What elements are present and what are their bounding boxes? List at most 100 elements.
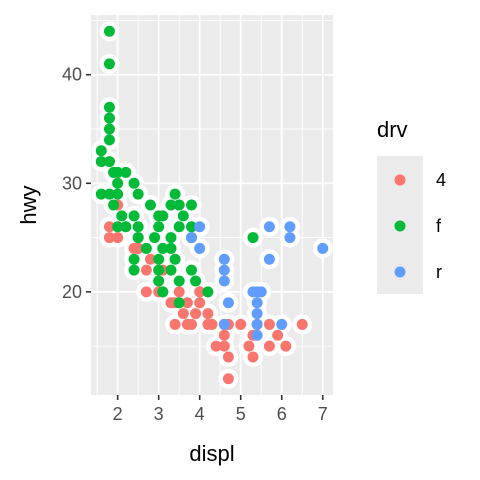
data-point-f (165, 232, 177, 244)
data-point-f (144, 199, 156, 211)
data-point-4 (128, 242, 140, 254)
data-point-r (263, 221, 275, 233)
data-point-r (222, 297, 234, 309)
data-point-r (251, 297, 263, 309)
data-point-f (153, 275, 165, 287)
data-point-f (103, 112, 115, 124)
data-point-4 (263, 340, 275, 352)
data-point-4 (194, 286, 206, 298)
data-point-4 (177, 308, 189, 320)
data-point-f (112, 166, 124, 178)
legend-key-f (394, 220, 406, 232)
data-point-f (103, 134, 115, 146)
data-point-4 (202, 308, 214, 320)
data-point-4 (103, 232, 115, 244)
data-point-f (157, 286, 169, 298)
data-point-r (255, 286, 267, 298)
data-point-f (153, 264, 165, 276)
data-point-f (153, 221, 165, 233)
data-point-r (251, 329, 263, 341)
legend-key-r (394, 266, 406, 278)
data-point-f (95, 156, 107, 168)
data-point-f (173, 275, 185, 287)
data-point-4 (296, 318, 308, 330)
x-tick-label: 6 (277, 404, 287, 424)
data-point-r (284, 232, 296, 244)
data-point-f (103, 101, 115, 113)
data-point-r (218, 318, 230, 330)
data-point-f (185, 264, 197, 276)
data-point-f (173, 221, 185, 233)
data-point-f (128, 177, 140, 189)
data-point-f (169, 188, 181, 200)
data-point-f (140, 242, 152, 254)
x-tick-label: 2 (113, 404, 123, 424)
legend: drv 4 f r (377, 117, 446, 294)
data-point-f (108, 199, 120, 211)
data-point-f (103, 58, 115, 70)
data-point-f (173, 199, 185, 211)
data-point-f (128, 253, 140, 265)
data-point-4 (103, 221, 115, 233)
y-tick-label: 30 (62, 173, 82, 193)
data-point-f (132, 221, 144, 233)
data-point-4 (243, 340, 255, 352)
data-point-4 (185, 318, 197, 330)
data-point-f (128, 210, 140, 222)
data-point-f (112, 221, 124, 233)
data-point-4 (280, 340, 292, 352)
data-point-f (116, 210, 128, 222)
data-point-f (157, 210, 169, 222)
data-point-4 (144, 253, 156, 265)
x-tick-label: 4 (195, 404, 205, 424)
data-point-4 (272, 329, 284, 341)
data-point-f (103, 188, 115, 200)
data-point-r (251, 308, 263, 320)
data-point-r (251, 318, 263, 330)
data-point-f (112, 188, 124, 200)
data-point-r (218, 275, 230, 287)
data-point-f (95, 145, 107, 157)
data-point-r (284, 221, 296, 233)
data-point-f (185, 199, 197, 211)
data-point-r (317, 242, 329, 254)
data-point-f (120, 221, 132, 233)
data-point-4 (210, 340, 222, 352)
data-point-4 (206, 318, 218, 330)
data-point-r (263, 253, 275, 265)
data-point-f (103, 123, 115, 135)
data-points (95, 25, 329, 385)
data-point-f (165, 264, 177, 276)
data-point-4 (190, 308, 202, 320)
data-point-4 (112, 232, 124, 244)
axes: 2 3 4 5 6 7 20 30 40 (62, 65, 328, 424)
data-point-f (103, 25, 115, 37)
data-point-f (103, 156, 115, 168)
data-point-r (218, 264, 230, 276)
data-point-4 (218, 340, 230, 352)
data-point-r (247, 286, 259, 298)
data-point-4 (140, 286, 152, 298)
data-point-f (157, 242, 169, 254)
data-point-r (218, 253, 230, 265)
x-axis-title: displ (189, 441, 234, 466)
y-axis-title: hwy (16, 185, 41, 224)
data-point-r (194, 221, 206, 233)
data-point-f (177, 210, 189, 222)
data-point-4 (194, 297, 206, 309)
data-point-r (194, 242, 206, 254)
data-point-r (276, 318, 288, 330)
data-point-4 (173, 286, 185, 298)
data-point-4 (247, 351, 259, 363)
legend-label-r: r (436, 262, 442, 282)
data-point-f (165, 199, 177, 211)
data-point-4 (235, 318, 247, 330)
data-point-4 (222, 351, 234, 363)
y-tick-label: 40 (62, 65, 82, 85)
data-point-f (132, 188, 144, 200)
data-point-f (153, 253, 165, 265)
data-point-f (95, 188, 107, 200)
legend-label-f: f (436, 216, 442, 236)
data-point-4 (263, 318, 275, 330)
data-point-f (120, 166, 132, 178)
